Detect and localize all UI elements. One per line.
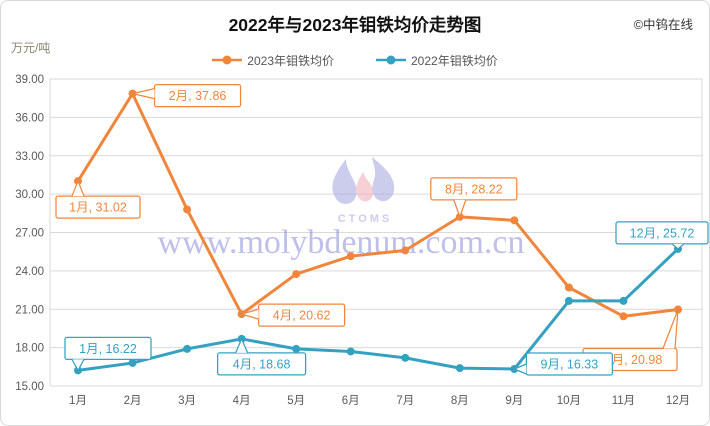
data-point-marker (346, 252, 355, 261)
data-label-text: 4月, 20.62 (273, 309, 331, 323)
x-tick-label: 8月 (451, 395, 469, 407)
y-tick-label: 39.00 (15, 74, 44, 86)
data-point-marker (183, 205, 192, 214)
legend-line-dot-marker (376, 54, 406, 68)
data-point-marker (401, 246, 410, 255)
legend-label: 2023年钼铁均价 (247, 54, 334, 68)
y-tick-label: 27.00 (15, 228, 44, 240)
data-label-callout: 4月, 18.68 (217, 338, 307, 376)
data-point-marker (564, 283, 573, 292)
data-point-marker (292, 270, 301, 279)
data-point-marker (292, 344, 301, 353)
data-point-marker (619, 296, 628, 305)
x-tick-label: 11月 (612, 395, 635, 407)
data-point-marker (183, 344, 192, 353)
data-point-marker (619, 312, 628, 321)
data-point-marker (455, 364, 464, 373)
data-point-marker (346, 347, 355, 356)
legend-line-dot-marker (212, 54, 243, 68)
x-tick-label: 9月 (505, 395, 523, 407)
data-label-callout: 2月, 37.86 (131, 83, 242, 108)
y-tick-label: 36.00 (15, 112, 44, 124)
x-tick-label: 2月 (124, 395, 142, 407)
data-label-callout: 1月, 16.22 (64, 336, 152, 372)
x-tick-label: 12月 (666, 395, 690, 407)
x-tick-label: 1月 (69, 395, 87, 407)
y-tick-label: 30.00 (15, 189, 44, 201)
chart-legend: 2023年钼铁均价 2022年钼铁均价 (1, 52, 709, 69)
data-point-marker (564, 296, 573, 305)
legend-label: 2022年钼铁均价 (411, 54, 498, 68)
data-label-callout: 1月, 31.02 (55, 180, 141, 219)
x-tick-label: 10月 (557, 395, 581, 407)
x-tick-label: 4月 (233, 395, 251, 407)
data-label-text: 9月, 16.33 (541, 357, 599, 371)
y-tick-label: 21.00 (15, 304, 44, 316)
x-tick-label: 5月 (287, 395, 305, 407)
x-tick-label: 3月 (178, 395, 196, 407)
series-line-2023年钼铁均价 (74, 89, 682, 321)
y-tick-label: 24.00 (15, 266, 44, 278)
ctoms-logo-icon: CTOMS (332, 157, 395, 225)
data-label-text: 2月, 37.86 (169, 89, 227, 103)
gridlines: 39.00 36.00 33.00 30.00 27.00 24.00 21.00 18.00… (15, 74, 703, 407)
page-title: 2022年与2023年钼铁均价走势图 (228, 15, 482, 35)
data-label-callout: 12月, 25.72 (615, 221, 709, 250)
x-tick-label: 7月 (396, 395, 414, 407)
data-label-text: 4月, 18.68 (233, 357, 291, 371)
y-tick-label: 18.00 (15, 343, 44, 355)
y-tick-label: 15.00 (15, 381, 44, 393)
data-label-text: 1月, 31.02 (69, 201, 127, 215)
copyright-label: ©中钨在线 (633, 18, 693, 32)
data-label-text: 12月, 20.98 (598, 353, 663, 367)
watermark-url-text: www.molybdenum.com.cn (157, 224, 524, 261)
y-tick-label: 33.00 (15, 151, 44, 163)
x-tick-label: 6月 (342, 395, 360, 407)
data-label-callout: 8月, 28.22 (430, 177, 518, 218)
data-point-marker (510, 216, 519, 225)
data-label-text: 12月, 25.72 (630, 226, 695, 240)
data-label-text: 8月, 28.22 (445, 182, 503, 196)
legend-item-2022: 2022年钼铁均价 (376, 52, 498, 69)
data-point-marker (401, 353, 410, 362)
data-label-callout: 4月, 20.62 (241, 303, 346, 327)
data-label-text: 1月, 16.22 (79, 342, 137, 356)
series-line-2022年钼铁均价 (74, 244, 682, 375)
y-axis-unit-label: 万元/吨 (11, 41, 51, 55)
data-label-callout: 9月, 16.33 (513, 352, 613, 376)
watermark-logo-text: CTOMS (338, 213, 393, 225)
legend-item-2023: 2023年钼铁均价 (212, 52, 334, 69)
data-point-marker (128, 358, 137, 367)
